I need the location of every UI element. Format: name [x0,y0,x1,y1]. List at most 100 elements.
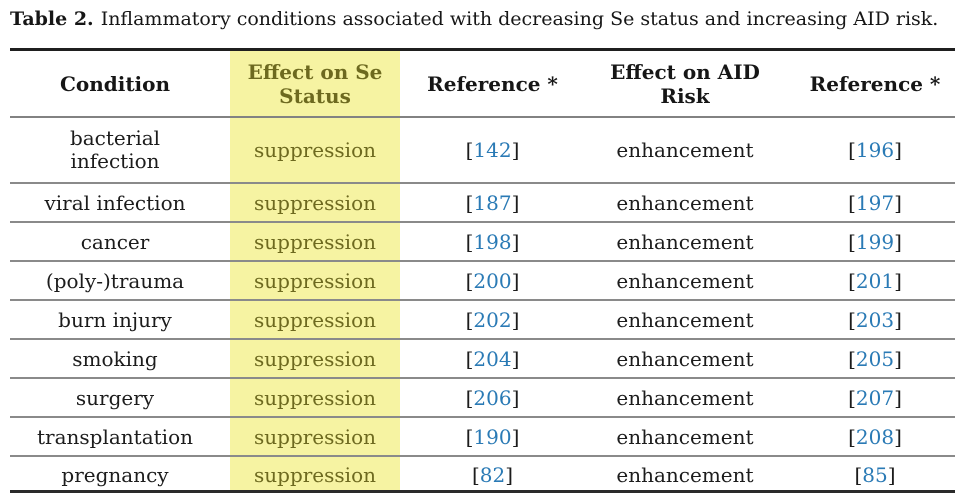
bracket-open: [ [848,229,856,254]
se-status-text: suppression [254,229,376,254]
condition-text: transplantation [37,424,193,449]
reference-se-link[interactable]: 190 [473,424,512,449]
reference-se-link[interactable]: 187 [473,190,512,215]
aid-risk-text: enhancement [616,463,754,487]
aid-risk-cell: enhancement [575,300,795,339]
reference-aid-link[interactable]: 199 [855,229,895,254]
reference-aid-cell: [199] [795,222,955,261]
bracket-close: ] [511,190,520,215]
reference-se-link[interactable]: 82 [479,463,506,487]
bracket-open: [ [848,385,856,410]
reference-se-link[interactable]: 204 [473,346,512,371]
reference-aid-link[interactable]: 196 [855,138,895,162]
reference-se-cell: [82] [410,456,575,493]
bracket-close: ] [511,346,520,371]
se-status-cell: suppression [220,300,410,339]
reference-se-cell: [190] [410,417,575,456]
table-top-rule [10,48,955,51]
reference-se-cell: [142] [410,117,575,183]
reference-se-cell: [187] [410,183,575,222]
se-status-text: suppression [254,463,376,487]
condition-text: smoking [72,346,158,371]
se-status-text: suppression [254,190,376,215]
reference-se-link[interactable]: 198 [473,229,512,254]
header-reference-se: Reference * [410,51,575,118]
reference-se-cell: [202] [410,300,575,339]
table-row: surgery suppression [206] enhancement [2… [10,378,955,417]
reference-aid-cell: [203] [795,300,955,339]
aid-risk-cell: enhancement [575,378,795,417]
condition-cell: pregnancy [10,456,220,493]
condition-cell: (poly-)trauma [10,261,220,300]
reference-aid-link[interactable]: 85 [862,463,888,487]
aid-risk-text: enhancement [616,138,754,162]
header-se-status-label: Effect on Se Status [247,59,383,108]
reference-aid-cell: [207] [795,378,955,417]
bracket-close: ] [894,229,902,254]
inflammatory-conditions-table: Condition Effect on Se Status Reference … [10,51,955,493]
se-status-cell: suppression [220,378,410,417]
reference-aid-cell: [205] [795,339,955,378]
reference-aid-link[interactable]: 207 [855,385,895,410]
bracket-close: ] [887,463,896,487]
bracket-close: ] [511,138,520,162]
reference-se-link[interactable]: 206 [473,385,512,410]
bracket-close: ] [511,385,520,410]
se-status-cell: suppression [220,261,410,300]
bracket-open: [ [465,424,474,449]
condition-text: pregnancy [61,463,169,487]
aid-risk-cell: enhancement [575,222,795,261]
header-condition: Condition [10,51,220,118]
aid-risk-cell: enhancement [575,417,795,456]
table-row: cancer suppression [198] enhancement [19… [10,222,955,261]
aid-risk-cell: enhancement [575,261,795,300]
bracket-close: ] [894,190,902,215]
condition-text: (poly-)trauma [45,268,185,293]
table-row: bacterial infection suppression [142] en… [10,117,955,183]
reference-aid-cell: [197] [795,183,955,222]
bracket-open: [ [848,307,856,332]
se-status-text: suppression [254,307,376,332]
table-row: (poly-)trauma suppression [200] enhancem… [10,261,955,300]
se-status-text: suppression [254,385,376,410]
reference-se-link[interactable]: 142 [473,138,512,162]
condition-text: cancer [80,229,150,254]
bracket-close: ] [511,307,520,332]
reference-aid-cell: [85] [795,456,955,493]
table-bottom-rule [10,490,955,493]
bracket-close: ] [894,138,902,162]
reference-aid-link[interactable]: 203 [855,307,895,332]
bracket-open: [ [465,268,474,293]
condition-cell: surgery [10,378,220,417]
reference-se-cell: [204] [410,339,575,378]
condition-text: burn injury [58,307,172,332]
bracket-close: ] [894,424,902,449]
reference-aid-link[interactable]: 201 [855,268,895,293]
condition-text: surgery [75,385,155,410]
reference-se-link[interactable]: 200 [473,268,512,293]
se-status-text: suppression [254,268,376,293]
bracket-close: ] [894,268,902,293]
bracket-open: [ [854,463,863,487]
condition-cell: viral infection [10,183,220,222]
bracket-open: [ [465,307,474,332]
aid-risk-cell: enhancement [575,183,795,222]
bracket-open: [ [465,229,474,254]
header-reference-aid: Reference * [795,51,955,118]
table-row: smoking suppression [204] enhancement [2… [10,339,955,378]
header-aid-risk: Effect on AID Risk [575,51,795,118]
aid-risk-text: enhancement [616,307,754,332]
reference-aid-link[interactable]: 208 [855,424,895,449]
reference-aid-link[interactable]: 197 [855,190,895,215]
se-status-cell: suppression [220,417,410,456]
bracket-close: ] [511,424,520,449]
bracket-open: [ [465,190,474,215]
reference-aid-link[interactable]: 205 [855,346,895,371]
reference-se-cell: [198] [410,222,575,261]
bracket-open: [ [465,385,474,410]
reference-se-link[interactable]: 202 [473,307,512,332]
table-row: transplantation suppression [190] enhanc… [10,417,955,456]
bracket-open: [ [471,463,480,487]
reference-aid-cell: [201] [795,261,955,300]
